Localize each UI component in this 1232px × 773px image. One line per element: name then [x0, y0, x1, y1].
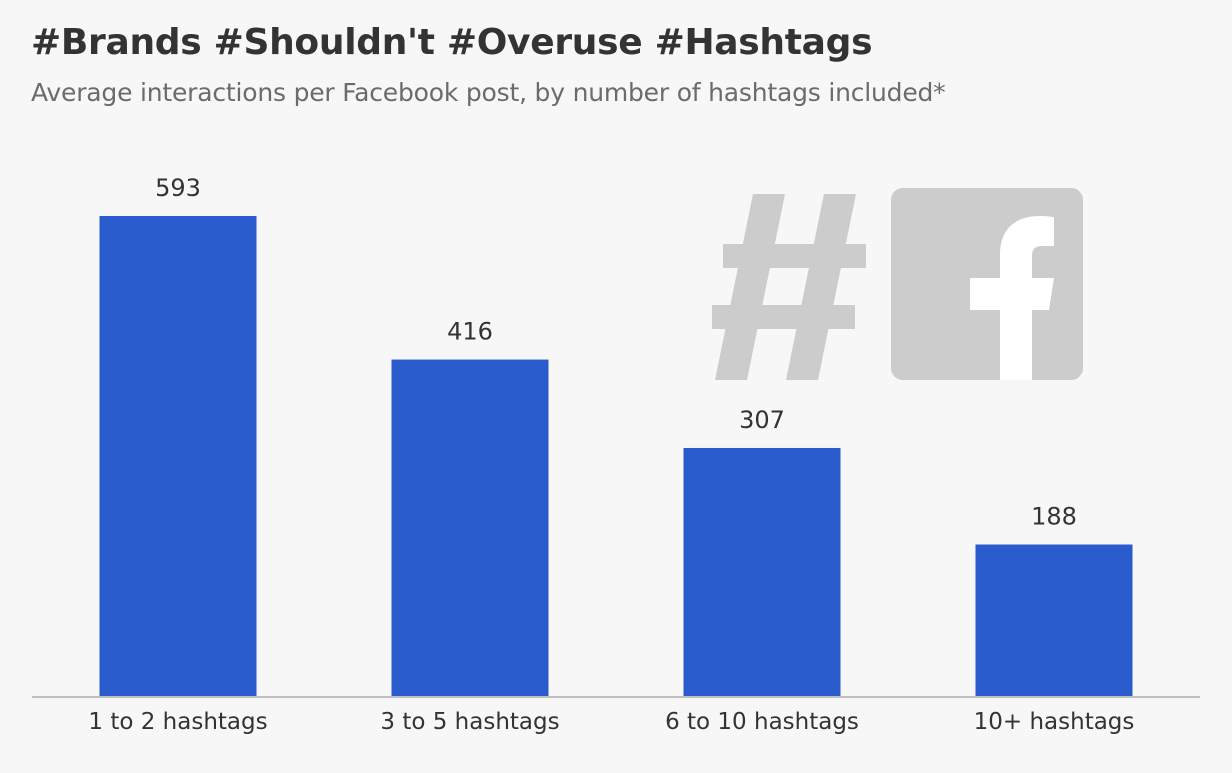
bar [99, 216, 257, 697]
chart-title: #Brands #Shouldn't #Overuse #Hashtags [31, 22, 873, 63]
category-label: 3 to 5 hashtags [380, 709, 559, 735]
bar-value-label: 593 [155, 174, 201, 202]
category-label: 10+ hashtags [974, 709, 1135, 735]
bar-value-label: 188 [1031, 503, 1077, 531]
bar-value-label: 307 [739, 406, 785, 434]
bars-group: 593 1 to 2 hashtags 416 3 to 5 hashtags 307 6… [88, 174, 1134, 735]
facebook-icon [891, 188, 1083, 380]
bar-value-label: 416 [447, 318, 493, 346]
hashtag-icon [712, 194, 866, 380]
bar [975, 544, 1133, 697]
category-label: 6 to 10 hashtags [665, 709, 859, 735]
bar [391, 359, 549, 697]
chart-subtitle: Average interactions per Facebook post, … [31, 78, 946, 107]
bar [683, 447, 841, 697]
category-label: 1 to 2 hashtags [88, 709, 267, 735]
